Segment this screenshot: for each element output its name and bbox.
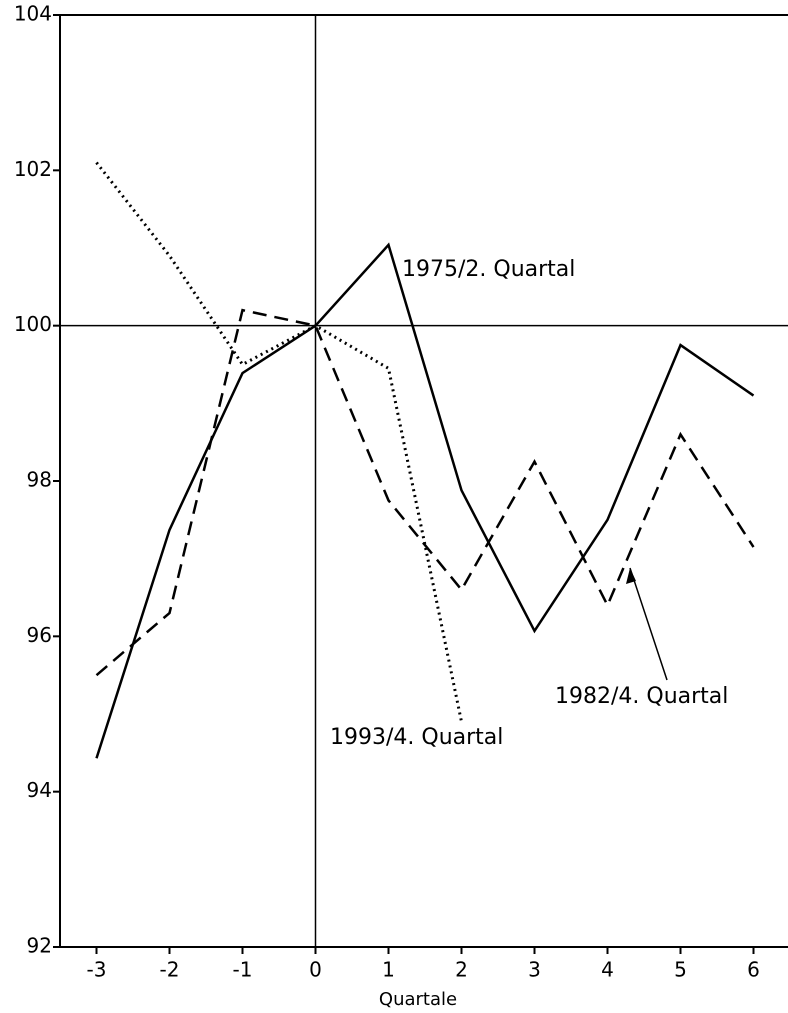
x-tick-label: 4 [601,958,614,982]
series-annotation: 1982/4. Quartal [555,684,728,709]
x-tick-label: -1 [233,958,253,982]
x-tick-label: 6 [747,958,760,982]
x-tick-label: -2 [160,958,180,982]
y-tick-label: 94 [27,778,52,802]
y-tick-label: 96 [27,623,52,647]
annotation-arrow [629,567,668,681]
series-line [95,308,755,677]
x-tick-label: 3 [528,958,541,982]
y-tick-label: 92 [27,934,52,958]
y-tick-label: 98 [27,468,52,492]
x-tick-label: 0 [309,958,322,982]
series-line [95,242,755,759]
series-annotation: 1993/4. Quartal [330,725,503,750]
y-tick-label: 100 [14,312,52,336]
x-tick-label: -3 [87,958,107,982]
plot-frame [59,14,788,948]
y-tick-label: 104 [14,2,52,26]
x-tick-label: 5 [674,958,687,982]
y-tick-label: 102 [14,157,52,181]
x-axis-label: Quartale [379,989,457,1010]
x-tick-label: 2 [455,958,468,982]
x-tick-label: 1 [382,958,395,982]
series-annotation: 1975/2. Quartal [402,257,575,282]
series-line [95,161,463,723]
arrow-head [626,568,636,584]
